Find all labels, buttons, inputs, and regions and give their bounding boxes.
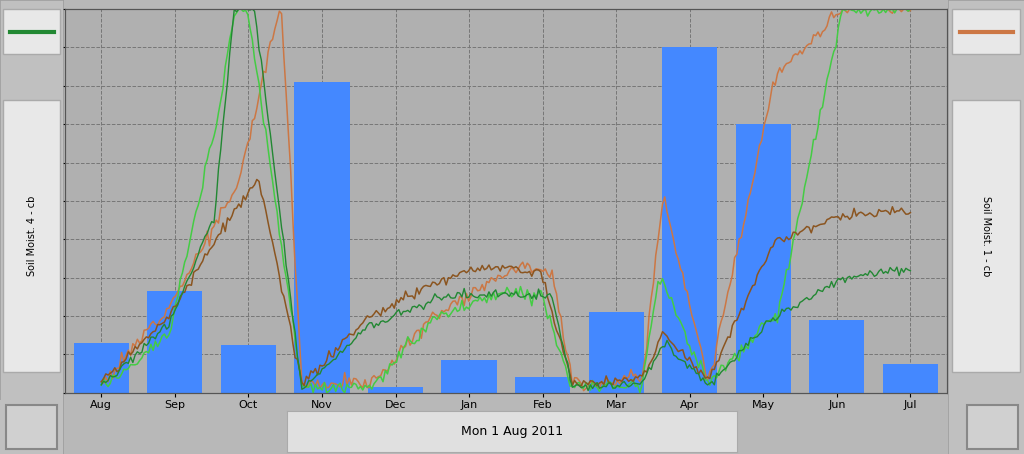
Bar [589, 312, 644, 393]
Bar [735, 124, 791, 393]
Bar [6, 405, 57, 449]
Bar [967, 405, 1018, 449]
Bar [441, 360, 497, 393]
Bar [74, 343, 129, 393]
Text: Soil Moist. 4 - cb: Soil Moist. 4 - cb [27, 196, 37, 276]
Bar [294, 82, 349, 393]
Bar [809, 320, 864, 393]
Bar [147, 291, 203, 393]
Text: Soil Moist. 1 - cb: Soil Moist. 1 - cb [981, 196, 991, 276]
Bar [368, 387, 423, 393]
Bar [663, 47, 718, 393]
Bar [221, 345, 276, 393]
Bar [883, 364, 938, 393]
Text: Mon 1 Aug 2011: Mon 1 Aug 2011 [461, 425, 563, 438]
Bar [515, 377, 570, 393]
